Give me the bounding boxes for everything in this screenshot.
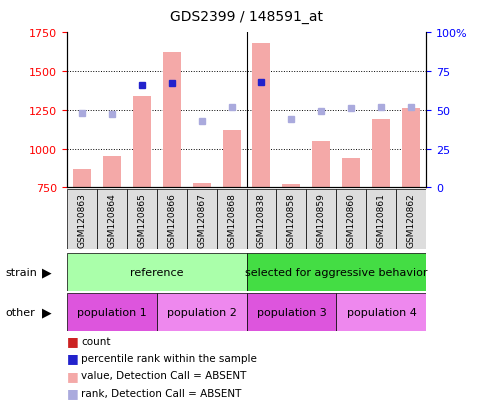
Text: GSM120863: GSM120863 <box>77 193 86 248</box>
Bar <box>103 157 121 188</box>
Text: GSM120864: GSM120864 <box>107 193 116 247</box>
Text: GSM120858: GSM120858 <box>287 193 296 248</box>
Bar <box>277 190 307 250</box>
Bar <box>192 183 211 188</box>
Text: population 1: population 1 <box>77 308 146 318</box>
Bar <box>216 190 246 250</box>
Text: GSM120868: GSM120868 <box>227 193 236 248</box>
Bar <box>97 190 127 250</box>
Text: ▶: ▶ <box>42 266 52 279</box>
Text: value, Detection Call = ABSENT: value, Detection Call = ABSENT <box>81 370 246 380</box>
Bar <box>72 169 91 188</box>
Text: strain: strain <box>5 267 37 277</box>
Bar <box>67 294 157 332</box>
Bar <box>252 44 271 188</box>
Text: selected for aggressive behavior: selected for aggressive behavior <box>245 267 428 277</box>
Bar <box>186 190 216 250</box>
Bar <box>133 97 150 188</box>
Text: GDS2399 / 148591_at: GDS2399 / 148591_at <box>170 10 323 24</box>
Bar <box>127 190 157 250</box>
Text: ■: ■ <box>67 351 78 365</box>
Text: reference: reference <box>130 267 183 277</box>
Text: ■: ■ <box>67 334 78 347</box>
Text: percentile rank within the sample: percentile rank within the sample <box>81 353 257 363</box>
Bar <box>366 190 396 250</box>
Text: population 3: population 3 <box>257 308 326 318</box>
Bar <box>307 190 336 250</box>
Text: GSM120860: GSM120860 <box>347 193 356 248</box>
Bar <box>163 53 180 188</box>
Text: count: count <box>81 336 111 346</box>
Bar <box>336 294 426 332</box>
Text: GSM120866: GSM120866 <box>167 193 176 248</box>
Text: rank, Detection Call = ABSENT: rank, Detection Call = ABSENT <box>81 388 242 398</box>
Bar <box>67 190 97 250</box>
Bar <box>246 253 426 291</box>
Bar <box>343 159 360 188</box>
Bar <box>157 190 186 250</box>
Bar <box>313 141 330 188</box>
Text: ■: ■ <box>67 386 78 399</box>
Text: ■: ■ <box>67 369 78 382</box>
Text: GSM120862: GSM120862 <box>407 193 416 247</box>
Text: GSM120865: GSM120865 <box>137 193 146 248</box>
Text: GSM120859: GSM120859 <box>317 193 326 248</box>
Text: population 4: population 4 <box>347 308 417 318</box>
Bar <box>157 294 246 332</box>
Bar <box>246 190 277 250</box>
Text: GSM120861: GSM120861 <box>377 193 386 248</box>
Text: ▶: ▶ <box>42 306 52 319</box>
Text: other: other <box>5 308 35 318</box>
Bar <box>402 109 421 188</box>
Text: GSM120838: GSM120838 <box>257 193 266 248</box>
Bar <box>373 120 390 188</box>
Bar <box>67 253 246 291</box>
Bar <box>336 190 366 250</box>
Bar <box>282 185 301 188</box>
Text: population 2: population 2 <box>167 308 237 318</box>
Text: GSM120867: GSM120867 <box>197 193 206 248</box>
Bar <box>222 131 241 188</box>
Bar <box>246 294 336 332</box>
Bar <box>396 190 426 250</box>
